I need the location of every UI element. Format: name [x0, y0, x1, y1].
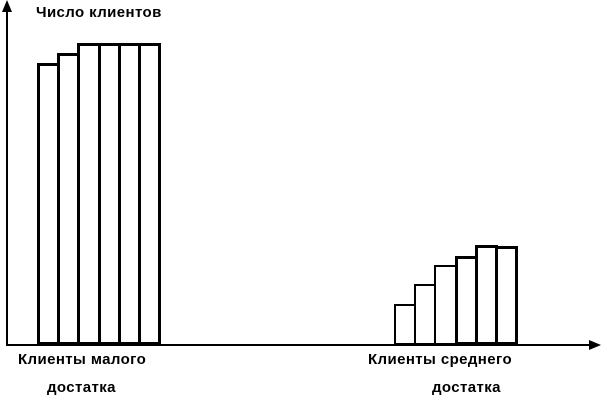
bar	[434, 265, 457, 345]
bar	[414, 284, 437, 345]
category-label-middle-income-line2: достатка	[432, 379, 501, 396]
category-label-low-income-line1: Клиенты малого	[18, 351, 147, 368]
y-axis-title: Число клиентов	[36, 4, 162, 21]
y-axis-arrow-icon	[2, 0, 12, 12]
bar	[495, 246, 519, 345]
y-axis	[6, 9, 8, 346]
bar	[394, 304, 417, 345]
category-label-low-income-line2: достатка	[47, 379, 116, 396]
x-axis-arrow-icon	[589, 340, 601, 350]
x-axis	[6, 344, 591, 346]
bar	[138, 43, 162, 345]
category-label-middle-income-line1: Клиенты среднего	[368, 351, 513, 368]
